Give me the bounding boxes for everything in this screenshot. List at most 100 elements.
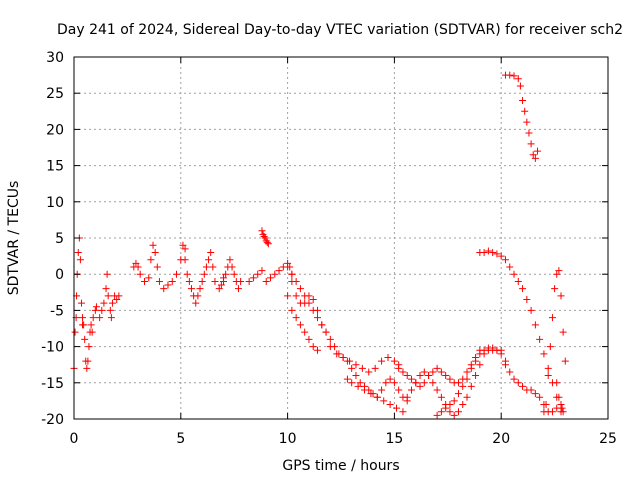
data-point xyxy=(523,296,531,304)
series-s18 xyxy=(501,71,542,162)
data-point xyxy=(551,285,559,293)
data-point xyxy=(301,292,309,300)
grid-lines xyxy=(74,57,608,419)
data-point xyxy=(136,270,144,278)
x-tick-label: 20 xyxy=(492,431,510,447)
series-s20 xyxy=(553,379,567,416)
data-point xyxy=(87,321,95,329)
data-point xyxy=(395,386,403,394)
series-s3 xyxy=(96,270,123,322)
data-point xyxy=(76,256,84,264)
data-point xyxy=(384,353,392,361)
data-point xyxy=(71,328,79,336)
data-point xyxy=(348,364,356,372)
data-point xyxy=(134,263,142,271)
data-point xyxy=(261,234,269,242)
data-point xyxy=(553,270,561,278)
data-point xyxy=(467,382,475,390)
data-point xyxy=(497,350,505,358)
x-tick-label: 0 xyxy=(70,431,79,447)
data-point xyxy=(348,379,356,387)
data-point xyxy=(309,296,317,304)
data-point xyxy=(164,281,172,289)
data-point xyxy=(476,361,484,369)
data-point xyxy=(106,306,114,314)
data-point xyxy=(292,292,300,300)
data-point xyxy=(132,259,140,267)
data-point xyxy=(292,314,300,322)
data-point xyxy=(185,277,193,285)
series-s19 xyxy=(540,267,569,416)
data-point xyxy=(267,274,275,282)
data-point xyxy=(493,250,501,258)
data-point xyxy=(271,270,279,278)
data-point xyxy=(275,267,283,275)
data-point xyxy=(472,357,480,365)
data-point xyxy=(260,233,268,241)
data-point xyxy=(542,401,550,409)
y-tick-label: -15 xyxy=(41,376,64,392)
y-axis-label: SDTVAR / TECUs xyxy=(6,181,22,296)
data-point xyxy=(360,386,368,394)
data-point xyxy=(446,401,454,409)
data-point xyxy=(228,263,236,271)
data-point xyxy=(493,346,501,354)
data-point xyxy=(100,299,108,307)
data-point xyxy=(88,328,96,336)
data-point xyxy=(207,248,215,256)
series-s15 xyxy=(433,344,509,419)
data-point xyxy=(559,408,567,416)
data-point xyxy=(442,404,450,412)
y-tick-label: -20 xyxy=(41,412,64,428)
data-point xyxy=(555,267,563,275)
data-point xyxy=(382,379,390,387)
data-point xyxy=(181,256,189,264)
data-point xyxy=(98,306,106,314)
data-point xyxy=(403,393,411,401)
data-point xyxy=(437,408,445,416)
data-point xyxy=(450,397,458,405)
data-point xyxy=(343,375,351,383)
data-point xyxy=(429,368,437,376)
data-point xyxy=(83,364,91,372)
data-point xyxy=(497,252,505,260)
data-point xyxy=(183,270,191,278)
x-axis-label: GPS time / hours xyxy=(282,458,399,474)
data-point xyxy=(454,390,462,398)
x-tick-label: 25 xyxy=(599,431,617,447)
data-point xyxy=(527,386,535,394)
data-point xyxy=(420,368,428,376)
data-point xyxy=(531,321,539,329)
x-tick-label: 5 xyxy=(176,431,185,447)
x-tick-label: 10 xyxy=(279,431,297,447)
y-tick-label: -5 xyxy=(50,303,64,319)
data-point xyxy=(211,277,219,285)
data-point xyxy=(393,404,401,412)
data-point xyxy=(510,270,518,278)
data-point xyxy=(416,372,424,380)
data-point xyxy=(446,408,454,416)
data-point xyxy=(425,372,433,380)
data-point xyxy=(153,263,161,271)
data-point xyxy=(102,285,110,293)
data-point xyxy=(534,147,542,155)
data-point xyxy=(553,379,561,387)
data-point xyxy=(506,368,514,376)
data-point xyxy=(365,368,373,376)
data-point xyxy=(514,379,522,387)
data-point xyxy=(331,343,339,351)
data-point xyxy=(527,306,535,314)
data-point xyxy=(200,270,208,278)
data-point xyxy=(305,299,313,307)
data-point xyxy=(407,375,415,383)
data-point xyxy=(309,343,317,351)
data-point xyxy=(89,314,97,322)
data-point xyxy=(454,379,462,387)
data-point xyxy=(254,270,262,278)
data-point xyxy=(230,270,238,278)
data-point xyxy=(85,343,93,351)
data-point xyxy=(113,296,121,304)
data-point xyxy=(437,393,445,401)
data-point xyxy=(506,263,514,271)
